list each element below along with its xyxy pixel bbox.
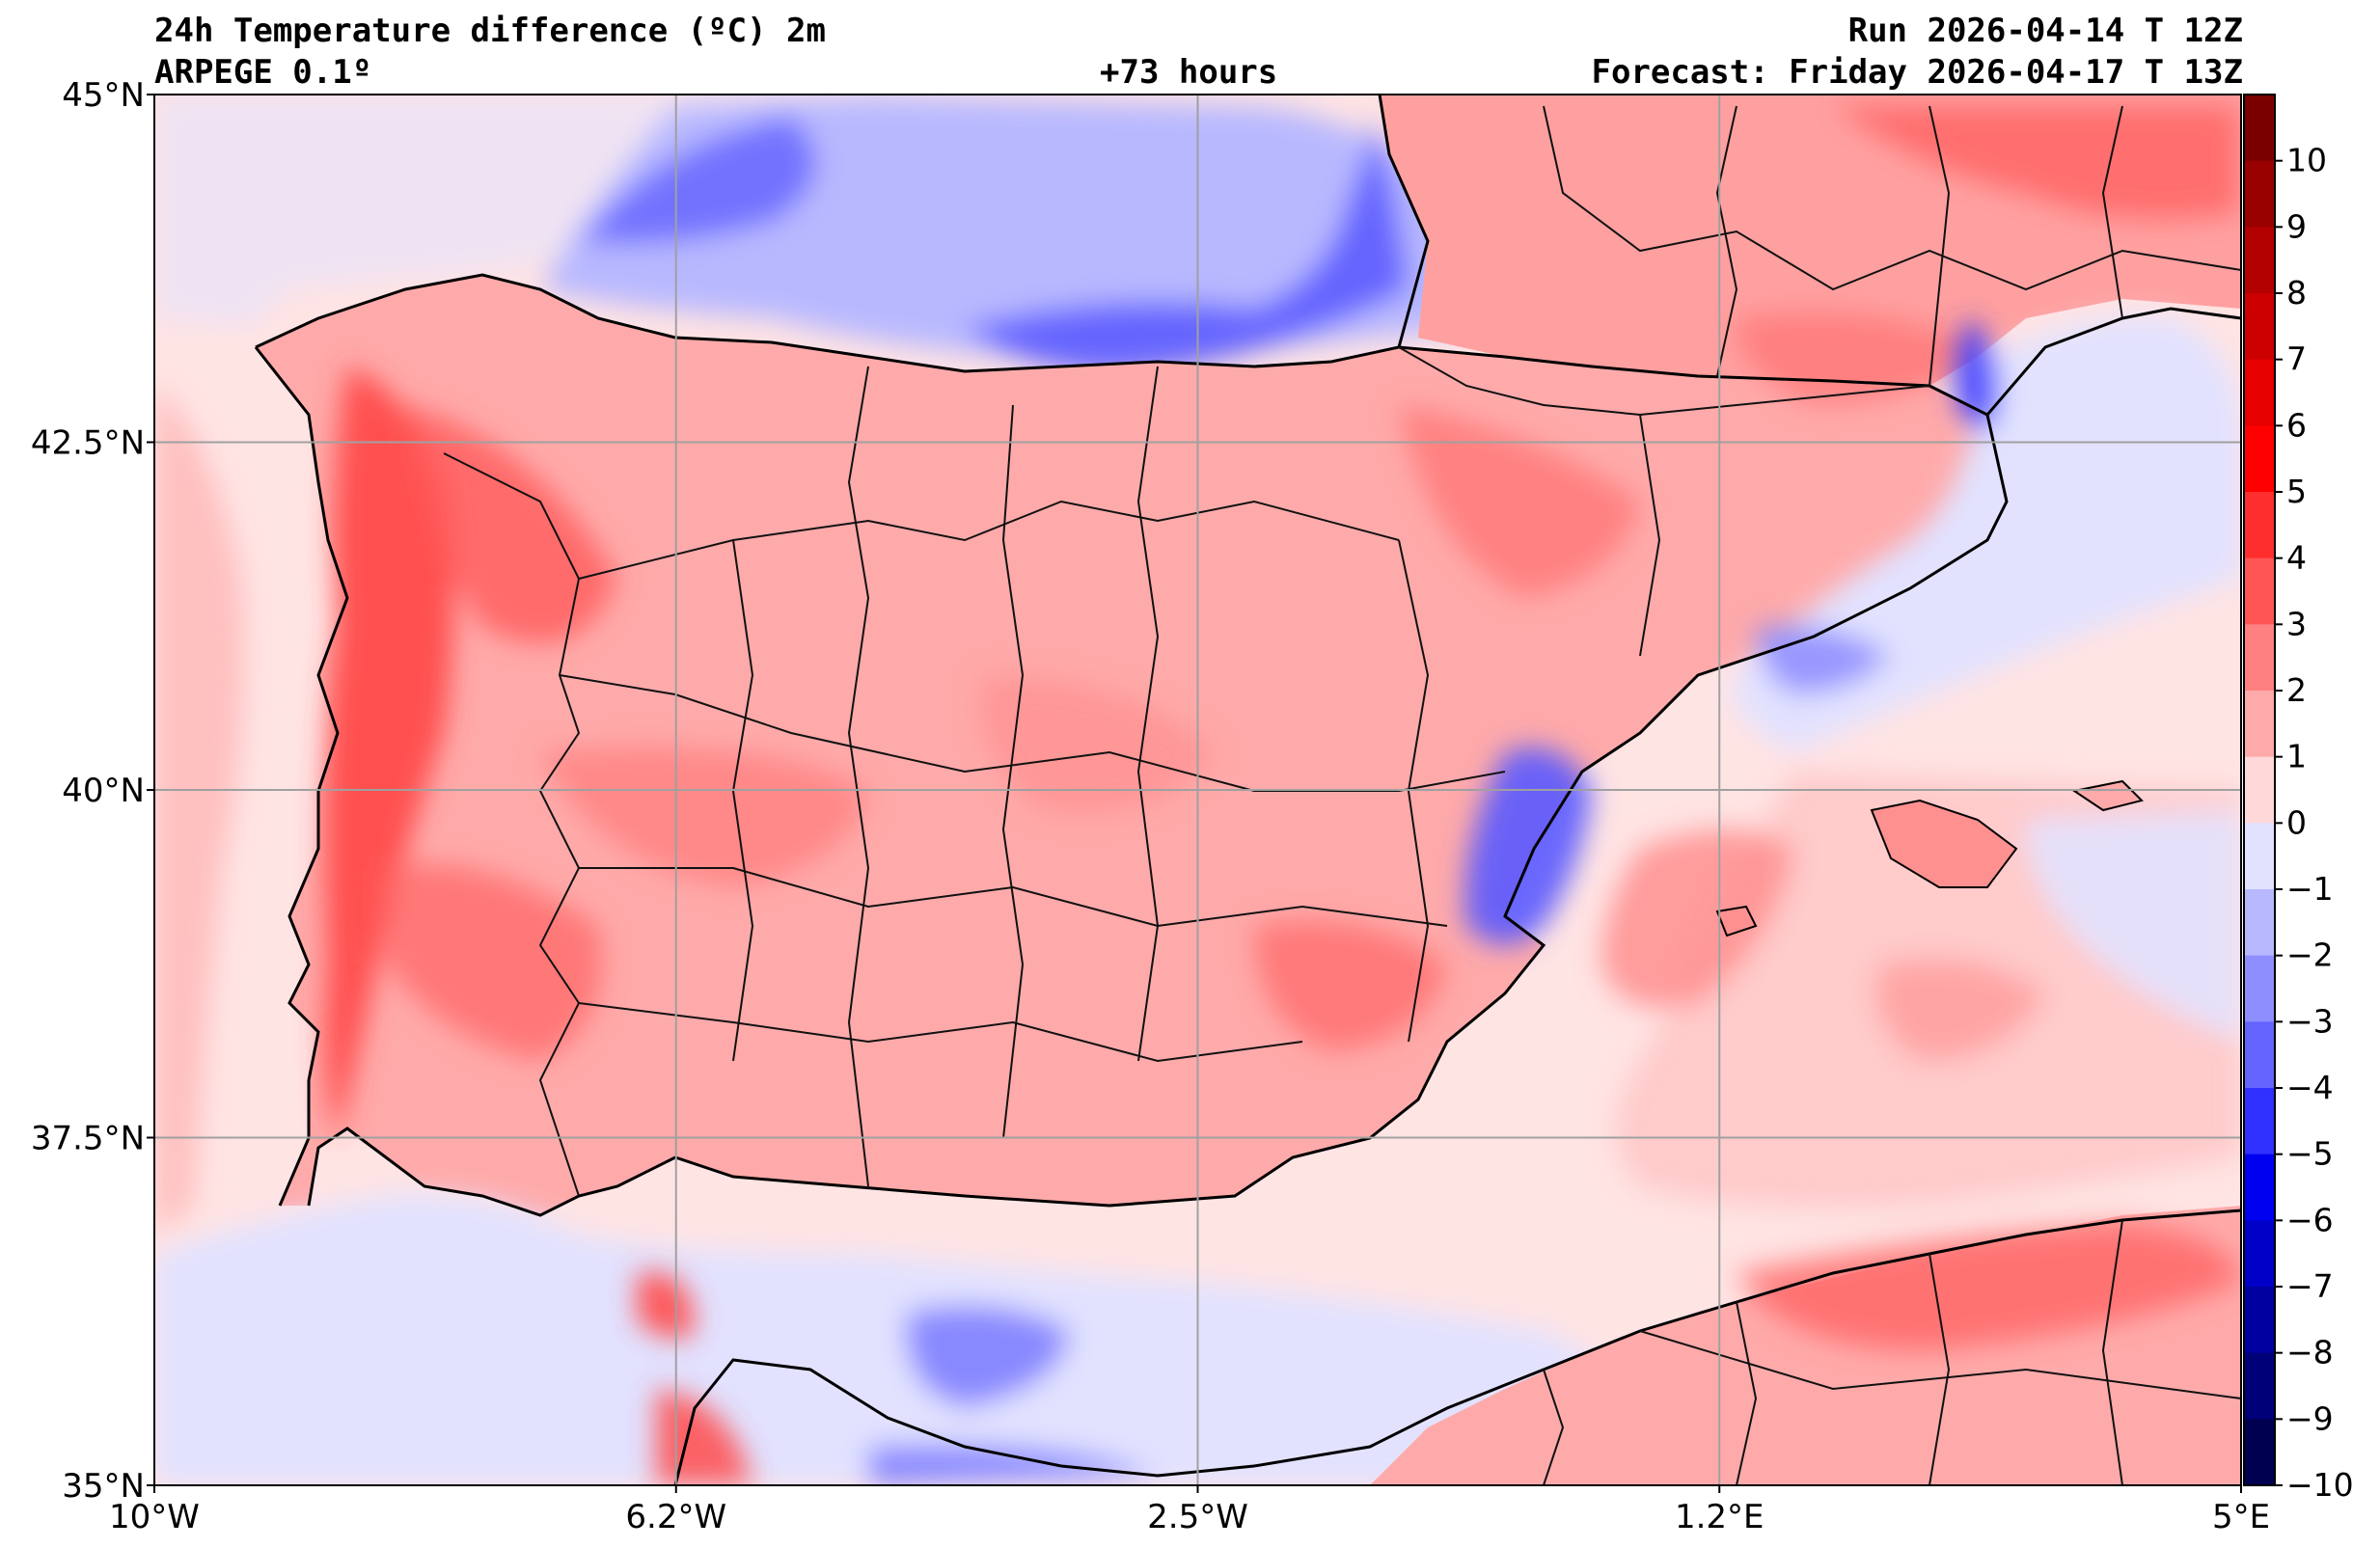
lat-tick-label: 45°N bbox=[62, 76, 145, 115]
lon-tick-label: 1.2°E bbox=[1675, 1498, 1764, 1536]
colorbar-segment bbox=[2244, 227, 2275, 294]
lon-tick-label: 2.5°W bbox=[1147, 1498, 1248, 1536]
colorbar-segment bbox=[2244, 95, 2275, 162]
colorbar-segment bbox=[2244, 557, 2275, 625]
colorbar-segment bbox=[2244, 1352, 2275, 1420]
alboran-cool-area bbox=[154, 1194, 1640, 1485]
colorbar-segment bbox=[2244, 1419, 2275, 1486]
valencia-coast-cold-band bbox=[1464, 747, 1592, 945]
colorbar-segment bbox=[2244, 889, 2275, 957]
latitude-ticks: 45°N 42.5°N 40°N 37.5°N 35°N bbox=[31, 76, 154, 1506]
colorbar-segment bbox=[2244, 756, 2275, 824]
lat-tick-label: 40°N bbox=[62, 772, 145, 810]
morocco-coast-cold-spot bbox=[868, 1445, 1158, 1485]
colorbar-label: 0 bbox=[2286, 803, 2307, 841]
colorbar-label: −5 bbox=[2286, 1135, 2334, 1173]
colorbar-segment bbox=[2244, 293, 2275, 361]
colorbar-segment bbox=[2244, 1287, 2275, 1354]
colorbar-frame bbox=[2243, 94, 2276, 1486]
colorbar-label: 1 bbox=[2286, 738, 2307, 775]
pyrenees-warm-area bbox=[1737, 312, 1978, 405]
colorbar-label: −6 bbox=[2286, 1201, 2334, 1238]
colorbar-segment bbox=[2244, 492, 2275, 559]
colorbar-label: 4 bbox=[2286, 539, 2307, 577]
lat-tick-label: 42.5°N bbox=[31, 424, 145, 463]
colorbar-segment bbox=[2244, 1088, 2275, 1155]
colorbar-label: −1 bbox=[2286, 870, 2334, 908]
colorbar-segment bbox=[2244, 160, 2275, 228]
colorbar-segment bbox=[2244, 1220, 2275, 1288]
colorbar-label: −7 bbox=[2286, 1267, 2334, 1305]
colorbar-label: 8 bbox=[2286, 274, 2307, 312]
valencia-gulf-cold-spot bbox=[1756, 625, 1891, 694]
colorbar-segment bbox=[2244, 1021, 2275, 1089]
colorbar-segment bbox=[2244, 823, 2275, 890]
colorbar-label: 3 bbox=[2286, 605, 2307, 642]
algeria-hot-band bbox=[1737, 1225, 2238, 1350]
menorca-island bbox=[2071, 779, 2144, 812]
murcia-warm-area bbox=[1254, 921, 1447, 1051]
alboran-cold-spot bbox=[905, 1305, 1071, 1408]
colorbar-label: 9 bbox=[2286, 207, 2307, 245]
lon-tick-label: 6.2°W bbox=[625, 1498, 726, 1536]
colorbar-label: −4 bbox=[2286, 1069, 2334, 1106]
colorbar-segment bbox=[2244, 1154, 2275, 1221]
galicia-hot-area bbox=[405, 405, 617, 643]
coastline-west bbox=[254, 346, 349, 1207]
sardinia-channel-cool-area bbox=[2026, 810, 2241, 1042]
colorbar-segment bbox=[2244, 955, 2275, 1022]
colorbar-label: −9 bbox=[2286, 1399, 2334, 1437]
colorbar-label: −3 bbox=[2286, 1002, 2334, 1040]
colorbar-label: 7 bbox=[2286, 340, 2307, 378]
colorbar-label: −2 bbox=[2286, 937, 2334, 974]
lat-tick-label: 35°N bbox=[62, 1467, 145, 1506]
sea-warm-spot bbox=[1876, 959, 2045, 1061]
colorbar-label: 6 bbox=[2286, 406, 2307, 444]
lat-tick-label: 37.5°N bbox=[31, 1120, 145, 1158]
gibraltar-hot-spot bbox=[637, 1271, 695, 1339]
ibiza-island bbox=[1715, 905, 1758, 937]
colorbar-segment bbox=[2244, 624, 2275, 692]
graticule bbox=[154, 95, 2241, 1485]
colorbar-segment bbox=[2244, 359, 2275, 426]
balearic-warm-spot bbox=[1601, 829, 1794, 1008]
portugal-hot-core bbox=[324, 367, 453, 1138]
castilla-warm-area bbox=[980, 675, 1216, 814]
lead-time: +73 hours bbox=[1100, 53, 1278, 92]
longitude-ticks: 10°W 6.2°W 2.5°W 1.2°E 5°E bbox=[109, 1485, 2270, 1536]
forecast-time: Forecast: Friday 2026-04-17 T 13Z bbox=[1591, 53, 2243, 92]
colorbar-segment bbox=[2244, 425, 2275, 493]
chart-title: 24h Temperature difference (ºC) 2m bbox=[154, 12, 826, 50]
colorbar-label: −10 bbox=[2286, 1466, 2354, 1504]
biscay-cold-core-2 bbox=[965, 106, 1409, 376]
mallorca-island bbox=[1870, 799, 2018, 888]
run-time: Run 2026-04-14 T 12Z bbox=[1847, 12, 2243, 50]
colorbar-label: 2 bbox=[2286, 671, 2307, 709]
lon-tick-label: 10°W bbox=[109, 1498, 200, 1536]
colorbar-label: 10 bbox=[2286, 142, 2327, 179]
colorbar-label: −8 bbox=[2286, 1334, 2334, 1371]
coastline-north bbox=[255, 95, 1430, 373]
colorbar-label: 5 bbox=[2286, 473, 2307, 510]
france-hot-area bbox=[1833, 106, 2238, 219]
alentejo-hot-area bbox=[386, 864, 602, 1061]
ebro-warm-area bbox=[1399, 405, 1640, 598]
atlantic-warm-strip bbox=[154, 386, 244, 1235]
model-name: ARPEGE 0.1º bbox=[154, 53, 372, 92]
colorbar-segment bbox=[2244, 691, 2275, 758]
extremadura-warm-area bbox=[540, 747, 868, 887]
lon-tick-label: 5°E bbox=[2212, 1498, 2270, 1536]
biscay-cold-core-1 bbox=[579, 116, 816, 244]
